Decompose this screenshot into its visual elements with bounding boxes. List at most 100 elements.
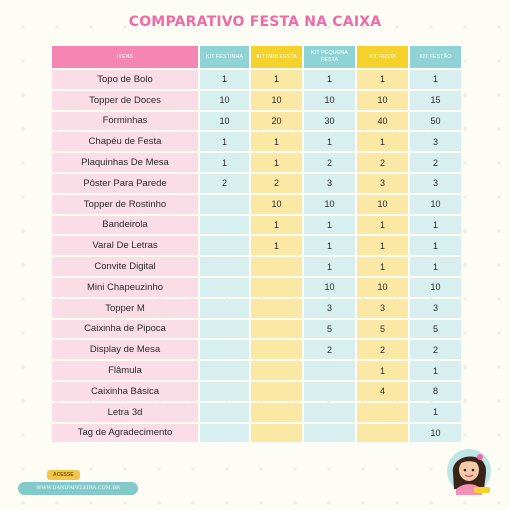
- cell-kit-festinha: [200, 423, 249, 443]
- cell-kit-festa: 10: [357, 90, 408, 110]
- header-kit-festinha: KIT FESTINHA: [200, 46, 249, 68]
- cell-kit-festao: 3: [410, 132, 461, 152]
- cell-kit-festao: 8: [410, 381, 461, 401]
- cell-kit-festinha: 1: [200, 70, 249, 89]
- cell-kit-festao: 3: [410, 173, 461, 193]
- cell-kit-mini-festa: 10: [251, 194, 302, 214]
- table-row: Topper de Doces 10 10 10 10 15: [52, 90, 461, 110]
- cell-item: Display de Mesa: [52, 340, 198, 360]
- cell-item: Topper de Doces: [52, 90, 198, 110]
- cell-kit-mini-festa: [251, 423, 302, 443]
- cell-kit-pequena-festa: 10: [304, 90, 355, 110]
- table-row: Flâmula 1 1: [52, 361, 461, 380]
- cell-kit-mini-festa: [251, 319, 302, 339]
- cell-kit-festa: 3: [357, 173, 408, 193]
- table-row: Convite Digital 1 1 1: [52, 257, 461, 276]
- cell-kit-festa: 40: [357, 111, 408, 131]
- cell-kit-mini-festa: [251, 257, 302, 276]
- cell-kit-mini-festa: 2: [251, 173, 302, 193]
- cell-kit-festa: 5: [357, 319, 408, 339]
- cell-kit-mini-festa: [251, 340, 302, 360]
- table-row: Pôster Para Parede 2 2 3 3 3: [52, 173, 461, 193]
- cell-kit-festao: 1: [410, 257, 461, 276]
- access-badge: ACESSE: [47, 470, 80, 480]
- cell-kit-festinha: [200, 215, 249, 235]
- website-link[interactable]: WWW.DANIPAPELEIRA.COM.BR: [18, 482, 138, 495]
- cell-kit-festao: 1: [410, 361, 461, 380]
- cell-kit-festao: 2: [410, 340, 461, 360]
- cell-kit-pequena-festa: 2: [304, 153, 355, 172]
- cell-kit-pequena-festa: 5: [304, 319, 355, 339]
- cell-kit-festa: [357, 423, 408, 443]
- cell-item: Topo de Bolo: [52, 70, 198, 89]
- cell-item: Bandeirola: [52, 215, 198, 235]
- cell-kit-festa: 2: [357, 153, 408, 172]
- comparison-table: ITENS KIT FESTINHA KIT MINI FESTA KIT PE…: [50, 44, 463, 444]
- cell-kit-festinha: [200, 319, 249, 339]
- cell-kit-pequena-festa: 1: [304, 70, 355, 89]
- cell-kit-festa: 10: [357, 277, 408, 297]
- page-title: COMPARATIVO FESTA NA CAIXA: [128, 14, 382, 30]
- cell-kit-pequena-festa: [304, 361, 355, 380]
- mascot-avatar-icon: [447, 449, 491, 495]
- table-row: Forminhas 10 20 30 40 50: [52, 111, 461, 131]
- cell-kit-festa: [357, 402, 408, 422]
- cell-item: Topper M: [52, 298, 198, 318]
- table-row: Letra 3d 1: [52, 402, 461, 422]
- header-kit-festao: KIT FESTÃO: [410, 46, 461, 68]
- table-row: Varal De Letras 1 1 1 1: [52, 236, 461, 256]
- cell-kit-pequena-festa: 2: [304, 340, 355, 360]
- cell-kit-festinha: [200, 236, 249, 256]
- cell-kit-festinha: 10: [200, 90, 249, 110]
- table-row: Chapéu de Festa 1 1 1 1 3: [52, 132, 461, 152]
- header-kit-mini-festa: KIT MINI FESTA: [251, 46, 302, 68]
- cell-kit-festao: 10: [410, 423, 461, 443]
- cell-kit-mini-festa: 1: [251, 70, 302, 89]
- header-kit-festa: KIT FESTA: [357, 46, 408, 68]
- cell-kit-festao: 1: [410, 236, 461, 256]
- cell-kit-festa: 1: [357, 257, 408, 276]
- cell-kit-mini-festa: 20: [251, 111, 302, 131]
- table-row: Topper de Rostinho 10 10 10 10: [52, 194, 461, 214]
- cell-kit-festinha: [200, 340, 249, 360]
- cell-item: Mini Chapeuzinho: [52, 277, 198, 297]
- table-row: Bandeirola 1 1 1 1: [52, 215, 461, 235]
- table-body: Topo de Bolo 1 1 1 1 1 Topper de Doces 10 10 10 10…: [52, 70, 461, 443]
- cell-kit-mini-festa: [251, 298, 302, 318]
- cell-kit-pequena-festa: [304, 381, 355, 401]
- cell-kit-festa: 4: [357, 381, 408, 401]
- cell-kit-festao: 15: [410, 90, 461, 110]
- header-row: ITENS KIT FESTINHA KIT MINI FESTA KIT PE…: [52, 46, 461, 68]
- cell-kit-festao: 1: [410, 70, 461, 89]
- cell-kit-festinha: [200, 361, 249, 380]
- cell-kit-festao: 50: [410, 111, 461, 131]
- cell-kit-festao: 1: [410, 402, 461, 422]
- cell-kit-festa: 10: [357, 194, 408, 214]
- cell-kit-pequena-festa: 3: [304, 298, 355, 318]
- cell-kit-festao: 1: [410, 215, 461, 235]
- header-kit-pequena-festa: KIT PEQUENA FESTA: [304, 46, 355, 68]
- cell-kit-mini-festa: [251, 381, 302, 401]
- header-items: ITENS: [52, 46, 198, 68]
- cell-kit-mini-festa: [251, 277, 302, 297]
- cell-kit-festa: 2: [357, 340, 408, 360]
- table-row: Topo de Bolo 1 1 1 1 1: [52, 70, 461, 89]
- cell-kit-mini-festa: 10: [251, 90, 302, 110]
- table-row: Caixinha Básica 4 8: [52, 381, 461, 401]
- cell-kit-festinha: [200, 277, 249, 297]
- cell-item: Forminhas: [52, 111, 198, 131]
- cell-kit-festinha: [200, 402, 249, 422]
- cell-kit-pequena-festa: 10: [304, 194, 355, 214]
- cell-kit-mini-festa: 1: [251, 236, 302, 256]
- cell-kit-mini-festa: [251, 402, 302, 422]
- cell-kit-festa: 1: [357, 132, 408, 152]
- cell-item: Plaquinhas De Mesa: [52, 153, 198, 172]
- cell-kit-pequena-festa: 30: [304, 111, 355, 131]
- cell-kit-festinha: 2: [200, 173, 249, 193]
- cell-kit-pequena-festa: 1: [304, 257, 355, 276]
- cell-kit-festinha: [200, 381, 249, 401]
- cell-kit-pequena-festa: [304, 423, 355, 443]
- cell-kit-festinha: [200, 298, 249, 318]
- cell-kit-mini-festa: 1: [251, 215, 302, 235]
